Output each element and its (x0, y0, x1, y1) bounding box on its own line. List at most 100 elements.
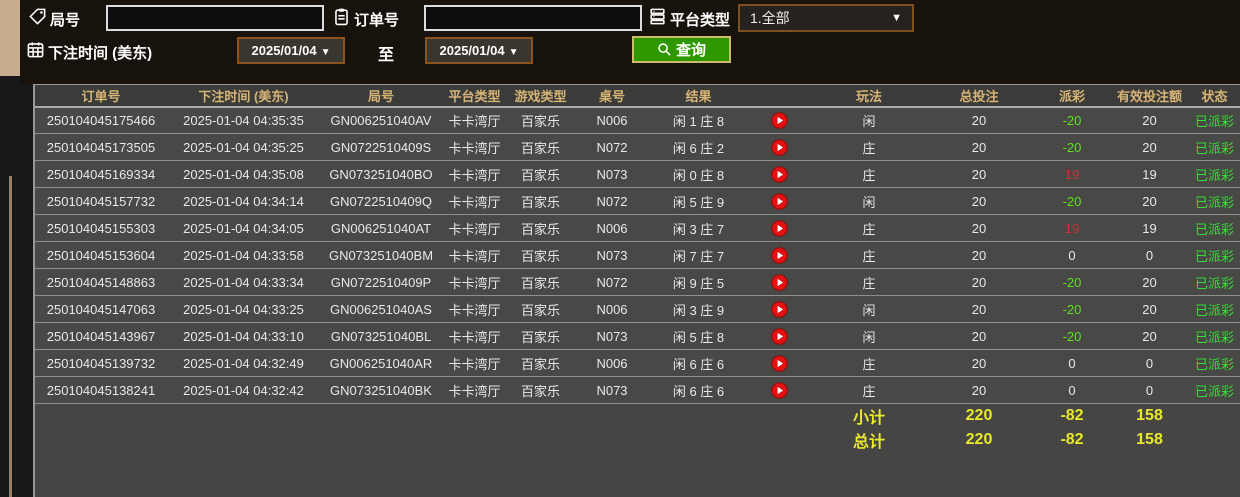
query-button[interactable]: 查询 (632, 36, 731, 63)
cell-total-bet: 20 (926, 106, 1032, 134)
column-header-2: 局号 (320, 84, 442, 108)
total-total-bet: 220 (965, 431, 993, 448)
play-icon[interactable] (771, 219, 788, 237)
play-icon[interactable] (771, 138, 788, 156)
cell-payout: -20 (1032, 268, 1112, 296)
cell-replay (747, 349, 812, 377)
cell-replay (747, 241, 812, 269)
cell-bet-side: 闲 (812, 106, 926, 134)
cell-bet-time: 2025-01-04 04:32:49 (167, 349, 320, 377)
total-label: 总计 (852, 434, 885, 451)
cell-status: 已派彩 (1187, 268, 1240, 296)
column-header-10: 派彩 (1032, 84, 1112, 108)
cell-table-no: N072 (574, 187, 650, 215)
play-icon[interactable] (771, 192, 788, 210)
table-row: 250104045173505 2025-01-04 04:35:25 GN07… (35, 133, 1240, 161)
cell-replay (747, 214, 812, 242)
round-input[interactable] (106, 5, 324, 31)
cell-status: 已派彩 (1187, 133, 1240, 161)
play-icon[interactable] (771, 111, 788, 129)
cell-valid-bet: 0 (1112, 241, 1187, 269)
total-row: 总计 220 -82 158 (35, 428, 1240, 452)
cell-game-type: 百家乐 (507, 376, 574, 404)
table-row: 250104045143967 2025-01-04 04:33:10 GN07… (35, 322, 1240, 350)
caret-down-icon: ▼ (508, 47, 519, 58)
column-header-7 (747, 84, 812, 108)
cell-bet-time: 2025-01-04 04:33:25 (167, 295, 320, 323)
table-row: 250104045175466 2025-01-04 04:35:35 GN00… (35, 106, 1240, 134)
round-label: 局号 (50, 12, 81, 29)
play-icon[interactable] (771, 246, 788, 264)
cell-order-id: 250104045139732 (35, 349, 167, 377)
cell-result: 闲 3 庄 9 (650, 295, 747, 323)
column-header-1: 下注时间 (美东) (167, 84, 320, 108)
cell-order-id: 250104045155303 (35, 214, 167, 242)
cell-platform: 卡卡湾厅 (442, 295, 507, 323)
cell-table-no: N072 (574, 133, 650, 161)
cell-replay (747, 133, 812, 161)
cell-order-id: 250104045169334 (35, 160, 167, 188)
cell-order-id: 250104045143967 (35, 322, 167, 350)
table-row: 250104045148863 2025-01-04 04:33:34 GN07… (35, 268, 1240, 296)
cell-game-type: 百家乐 (507, 349, 574, 377)
platform-label: 平台类型 (670, 12, 731, 29)
cell-round-id: GN0722510409P (320, 268, 442, 296)
cell-status: 已派彩 (1187, 322, 1240, 350)
play-icon[interactable] (771, 300, 788, 318)
cell-total-bet: 20 (926, 133, 1032, 161)
cell-platform: 卡卡湾厅 (442, 241, 507, 269)
cell-game-type: 百家乐 (507, 106, 574, 134)
cell-status: 已派彩 (1187, 187, 1240, 215)
date-to-picker[interactable]: 2025/01/04 ▼ (425, 37, 533, 64)
cell-round-id: GN073251040BM (320, 241, 442, 269)
cell-bet-side: 闲 (812, 322, 926, 350)
total-valid-bet: 158 (1136, 431, 1163, 448)
cell-total-bet: 20 (926, 187, 1032, 215)
column-header-0: 订单号 (35, 84, 167, 108)
play-icon[interactable] (771, 165, 788, 183)
cell-bet-side: 庄 (812, 133, 926, 161)
date-from-value: 2025/01/04 (251, 43, 317, 58)
play-icon[interactable] (771, 381, 788, 399)
order-input[interactable] (424, 5, 642, 31)
calendar-icon (26, 40, 45, 59)
total-payout: -82 (1060, 431, 1084, 448)
play-icon[interactable] (771, 327, 788, 345)
date-from-picker[interactable]: 2025/01/04 ▼ (237, 37, 345, 64)
cell-round-id: GN073251040BO (320, 160, 442, 188)
table-row: 250104045138241 2025-01-04 04:32:42 GN07… (35, 376, 1240, 404)
cell-platform: 卡卡湾厅 (442, 214, 507, 242)
orders-table-wrap: 订单号 下注时间 (美东) 局号 平台类型 游戏类型 桌号 结果 玩法 总投注 派彩 有效投注额 状态… (33, 84, 1240, 497)
cell-bet-side: 闲 (812, 187, 926, 215)
cell-replay (747, 160, 812, 188)
cell-replay (747, 295, 812, 323)
cell-valid-bet: 0 (1112, 376, 1187, 404)
cell-total-bet: 20 (926, 214, 1032, 242)
orders-table: 订单号 下注时间 (美东) 局号 平台类型 游戏类型 桌号 结果 玩法 总投注 派彩 有效投注额 状态… (35, 84, 1240, 452)
table-body: 250104045175466 2025-01-04 04:35:35 GN00… (35, 106, 1240, 404)
cell-payout: 0 (1032, 241, 1112, 269)
cell-round-id: GN006251040AR (320, 349, 442, 377)
platform-select[interactable]: 1.全部 ▼ (738, 4, 914, 32)
cell-bet-side: 庄 (812, 214, 926, 242)
cell-total-bet: 20 (926, 322, 1032, 350)
cell-bet-time: 2025-01-04 04:35:08 (167, 160, 320, 188)
cell-payout: 19 (1032, 214, 1112, 242)
cell-valid-bet: 20 (1112, 187, 1187, 215)
cell-replay (747, 187, 812, 215)
column-header-5: 桌号 (574, 84, 650, 108)
cell-result: 闲 7 庄 7 (650, 241, 747, 269)
cell-status: 已派彩 (1187, 214, 1240, 242)
cell-platform: 卡卡湾厅 (442, 376, 507, 404)
cell-payout: 0 (1032, 376, 1112, 404)
cell-table-no: N073 (574, 376, 650, 404)
cell-status: 已派彩 (1187, 241, 1240, 269)
cell-status: 已派彩 (1187, 160, 1240, 188)
play-icon[interactable] (771, 273, 788, 291)
cell-valid-bet: 20 (1112, 106, 1187, 134)
cell-game-type: 百家乐 (507, 133, 574, 161)
cell-payout: -20 (1032, 187, 1112, 215)
cell-table-no: N073 (574, 160, 650, 188)
cell-table-no: N072 (574, 268, 650, 296)
play-icon[interactable] (771, 354, 788, 372)
